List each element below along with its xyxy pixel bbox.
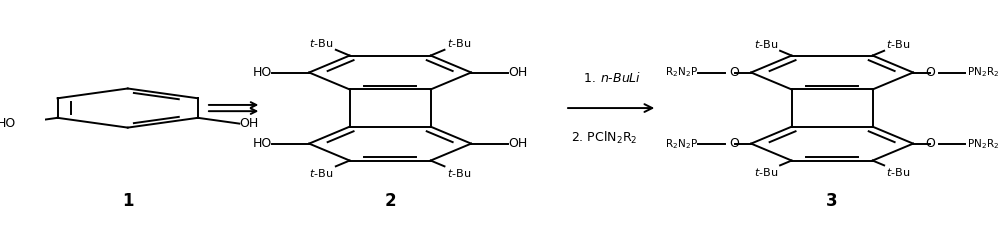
Text: $t$-Bu: $t$-Bu	[447, 167, 471, 179]
Text: HO: HO	[0, 117, 16, 130]
Text: $t$-Bu: $t$-Bu	[309, 37, 334, 49]
Text: $t$-Bu: $t$-Bu	[886, 38, 911, 50]
Text: HO: HO	[253, 137, 272, 150]
Text: 3: 3	[826, 192, 838, 210]
Text: $\mathregular{PN_2R_2}$: $\mathregular{PN_2R_2}$	[967, 137, 999, 151]
Text: OH: OH	[508, 137, 527, 150]
Text: $\mathregular{PN_2R_2}$: $\mathregular{PN_2R_2}$	[967, 66, 999, 79]
Text: $t$-Bu: $t$-Bu	[447, 37, 471, 49]
Text: O: O	[730, 137, 739, 150]
Text: 2: 2	[384, 192, 396, 210]
Text: HO: HO	[253, 66, 272, 79]
Text: $t$-Bu: $t$-Bu	[754, 38, 778, 50]
Text: 2. PCl$\mathregular{N_2R_2}$: 2. PCl$\mathregular{N_2R_2}$	[571, 130, 638, 146]
Text: $t$-Bu: $t$-Bu	[754, 166, 778, 178]
Text: 1.: 1.	[584, 72, 600, 85]
Text: O: O	[925, 66, 935, 79]
Text: $n$-BuLi: $n$-BuLi	[600, 71, 641, 85]
Text: $t$-Bu: $t$-Bu	[309, 167, 334, 179]
Text: $t$-Bu: $t$-Bu	[886, 166, 911, 178]
Text: $\mathregular{R_2N_2P}$: $\mathregular{R_2N_2P}$	[665, 137, 698, 151]
Text: O: O	[925, 137, 935, 150]
Text: OH: OH	[508, 66, 527, 79]
Text: OH: OH	[239, 117, 259, 130]
Text: O: O	[730, 66, 739, 79]
Text: $\mathregular{R_2N_2P}$: $\mathregular{R_2N_2P}$	[665, 66, 698, 79]
Text: 1: 1	[122, 192, 133, 210]
